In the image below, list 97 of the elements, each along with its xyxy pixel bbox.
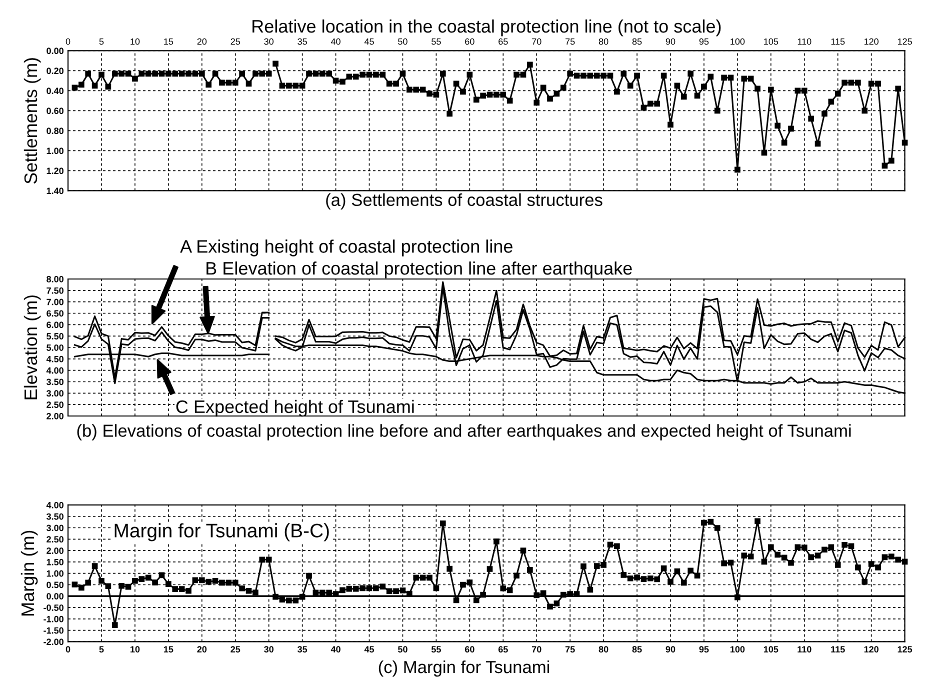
x-tick-label: 25 [230, 646, 240, 653]
x-tick-label: 85 [632, 646, 642, 653]
y-tick-label: 0.80 [46, 128, 64, 134]
x-tick-label: 125 [898, 38, 912, 45]
y-tick-label: 1.00 [46, 148, 64, 154]
x-tick-label: 10 [130, 646, 140, 653]
x-tick-label: 15 [164, 38, 174, 45]
y-tick-label: 5.50 [46, 333, 64, 340]
x-tick-label: 95 [699, 646, 709, 653]
x-tick-label: 55 [432, 38, 441, 45]
x-tick-label: 60 [465, 38, 474, 45]
x-tick-label: 125 [898, 646, 912, 653]
x-tick-label: 50 [398, 646, 408, 653]
x-tick-label: 100 [730, 38, 745, 45]
y-tick-label: 5.00 [46, 344, 64, 351]
x-axis-title: Relative location in the coastal protection line (not to scale) [252, 19, 721, 36]
x-tick-label: 20 [197, 646, 207, 653]
x-tick-label: 120 [864, 646, 878, 653]
y-tick-label: 6.00 [46, 322, 64, 328]
x-tick-label: 45 [364, 646, 374, 653]
y-tick-label: 2.00 [46, 412, 64, 420]
x-tick-label: 60 [464, 646, 474, 653]
y-tick-label: 0.40 [46, 88, 64, 94]
x-tick-label: 65 [498, 38, 508, 45]
y-tick-label: 0.00 [46, 48, 64, 54]
y-axis-title: Margin (m) [20, 530, 38, 616]
y-tick-label: 0.20 [46, 68, 64, 74]
x-tick-label: 110 [798, 646, 812, 653]
x-tick-label: 65 [498, 646, 508, 653]
y-tick-label: 1.00 [46, 570, 64, 577]
series-label: B Elevation of coastal protection line after earthquake [206, 261, 632, 278]
y-tick-label: 4.50 [46, 356, 64, 362]
x-tick-label: 85 [632, 38, 642, 45]
text: (a) Settlements of coastal structures [326, 193, 602, 210]
x-tick-label: 120 [864, 38, 879, 45]
y-tick-label: 6.50 [46, 310, 64, 317]
x-tick-label: 5 [99, 38, 104, 45]
x-tick-label: 70 [532, 646, 542, 653]
x-tick-label: 110 [798, 38, 812, 45]
text: (b) Elevations of coastal protection line before and after earthquakes and expected height of Tsunami [77, 424, 851, 440]
x-tick-label: 0 [66, 38, 70, 45]
x-tick-label: 15 [164, 646, 174, 653]
x-tick-label: 75 [565, 646, 575, 653]
x-tick-label: 70 [532, 38, 542, 45]
text: (c) Margin for Tsunami [378, 660, 550, 677]
x-tick-label: 45 [364, 38, 374, 45]
y-tick-label: -1.00 [44, 616, 64, 622]
x-tick-label: 75 [566, 38, 575, 45]
x-tick-label: 40 [330, 646, 340, 653]
x-tick-label: 90 [666, 38, 676, 45]
x-tick-label: 35 [298, 38, 307, 45]
y-tick-label: 3.50 [46, 513, 64, 520]
y-tick-label: -2.00 [44, 638, 64, 646]
x-tick-label: 40 [330, 38, 340, 45]
y-tick-label: 3.00 [46, 390, 64, 397]
text: A Existing height of coastal protection line [180, 240, 512, 256]
legend-label: C Expected height of Tsunami [176, 400, 414, 417]
y-tick-label: 1.20 [46, 168, 64, 174]
y-tick-label: 7.50 [46, 287, 64, 294]
x-tick-label: 115 [831, 38, 845, 45]
y-tick-label: 4.00 [46, 367, 64, 374]
x-tick-label: 30 [264, 646, 274, 653]
x-tick-label: 20 [197, 38, 207, 45]
y-tick-label: 3.50 [46, 378, 64, 386]
x-tick-label: 95 [699, 38, 709, 45]
y-tick-label: -1.50 [44, 627, 64, 634]
x-tick-label: 0 [66, 646, 70, 653]
y-tick-label: 0.00 [46, 593, 64, 600]
x-tick-label: 5 [99, 646, 104, 653]
x-tick-label: 80 [598, 38, 608, 45]
x-tick-label: 25 [230, 38, 240, 45]
x-tick-label: 105 [764, 646, 778, 653]
x-tick-label: 90 [666, 646, 676, 653]
y-tick-label: 7.00 [46, 298, 64, 306]
x-tick-label: 80 [598, 646, 608, 653]
y-tick-label: 2.50 [46, 536, 64, 543]
x-tick-label: 55 [431, 646, 441, 653]
y-axis-title: Settlements (m) [24, 58, 41, 184]
y-tick-label: -0.50 [44, 604, 64, 611]
y-tick-label: 1.50 [46, 558, 64, 566]
y-tick-label: 3.00 [46, 524, 64, 532]
y-tick-label: 2.50 [46, 402, 64, 408]
series-label: Margin for Tsunami (B-C) [114, 523, 329, 542]
y-tick-label: 4.00 [46, 502, 64, 508]
y-tick-label: 0.50 [46, 582, 64, 588]
y-tick-label: 8.00 [46, 276, 64, 282]
x-tick-label: 100 [730, 646, 745, 653]
x-tick-label: 30 [264, 38, 274, 45]
x-tick-label: 115 [831, 646, 845, 653]
y-axis-title: Elevation (m) [24, 295, 41, 400]
x-tick-label: 105 [764, 38, 778, 45]
x-tick-label: 10 [130, 38, 140, 45]
y-tick-label: 2.00 [46, 548, 64, 554]
x-tick-label: 50 [398, 38, 408, 45]
x-tick-label: 35 [298, 646, 308, 653]
y-tick-label: 0.60 [46, 108, 64, 114]
y-tick-label: 1.40 [46, 188, 64, 194]
